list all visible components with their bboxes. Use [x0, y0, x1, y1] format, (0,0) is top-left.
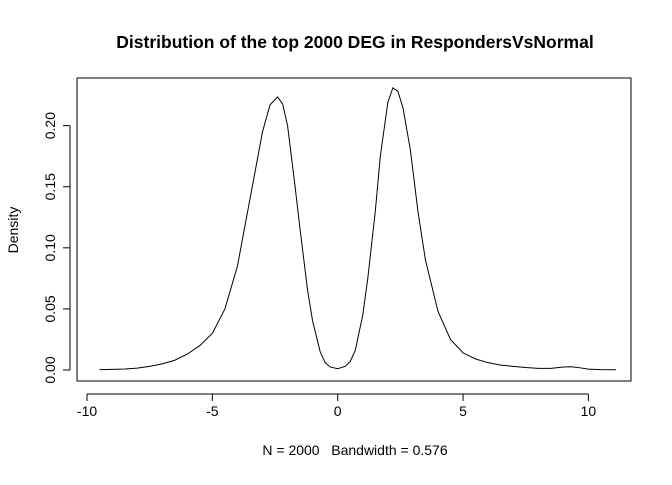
density-curve	[99, 86, 616, 371]
x-tick-label: 0	[334, 403, 342, 419]
y-tick-label: 0.10	[42, 234, 58, 261]
plot-frame	[76, 77, 632, 382]
x-tick-label: -10	[77, 403, 97, 419]
x-axis: -10 -5 0 5 10	[77, 393, 597, 419]
y-tick-label: 0.00	[42, 356, 58, 383]
y-tick-label: 0.05	[42, 295, 58, 322]
x-axis-label: N = 2000 Bandwidth = 0.576	[262, 442, 447, 458]
x-tick-label: 5	[459, 403, 467, 419]
x-tick-label: -5	[206, 403, 219, 419]
y-tick-label: 0.15	[42, 173, 58, 200]
y-axis: 0.00 0.05 0.10 0.15 0.20	[42, 112, 71, 384]
x-tick-label: 10	[581, 403, 597, 419]
chart-title: Distribution of the top 2000 DEG in Resp…	[116, 32, 593, 52]
y-tick-label: 0.20	[42, 112, 58, 139]
y-axis-label: Density	[5, 207, 21, 254]
